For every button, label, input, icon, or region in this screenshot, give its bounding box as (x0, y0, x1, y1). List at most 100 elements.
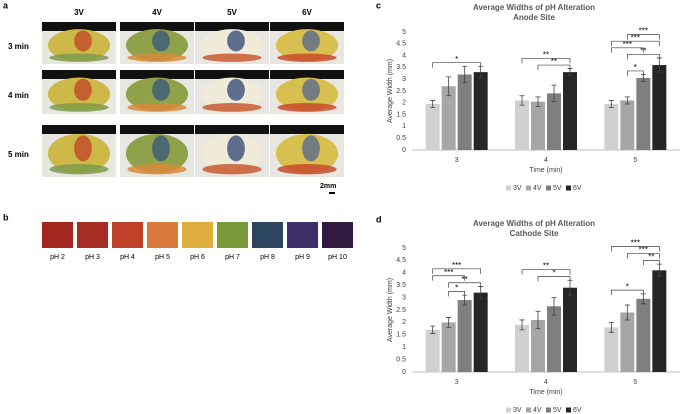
y-tick-label: 1.5 (396, 111, 406, 118)
error-bar (608, 322, 614, 333)
swatch-label: pH 3 (85, 254, 100, 261)
y-tick-label: 0.5 (396, 356, 406, 363)
legend-swatch (526, 407, 531, 413)
ph-swatch (77, 222, 108, 248)
y-tick-label: 1 (402, 123, 406, 130)
y-tick-label: 4 (402, 270, 406, 277)
y-tick-label: 5 (402, 245, 406, 252)
panel-label: a (3, 0, 9, 10)
column-header: 5V (227, 8, 237, 17)
significance-label: *** (623, 40, 632, 49)
y-tick-label: 0.5 (396, 135, 406, 142)
ph-swatch (252, 222, 283, 248)
legend-label: 6V (573, 185, 582, 192)
photo-stain (152, 78, 170, 101)
ph-swatch (322, 222, 353, 248)
significance-label: ** (648, 253, 654, 262)
significance-label: * (552, 269, 555, 278)
photo-stain (49, 164, 109, 175)
ph-swatch (182, 222, 213, 248)
legend-label: 4V (533, 407, 542, 414)
ph-swatch (112, 222, 143, 248)
bar (473, 72, 488, 150)
significance-bracket (432, 62, 482, 68)
y-tick-label: 4.5 (396, 41, 406, 48)
x-axis-label: Time (min) (529, 167, 562, 174)
photo-strip (120, 125, 194, 134)
photo-grid (42, 22, 344, 177)
bar (531, 319, 545, 372)
error-bar (519, 95, 525, 106)
row-label: 3 min (8, 42, 29, 51)
photo-stain (302, 30, 320, 52)
bar (604, 103, 619, 150)
photo-stain (152, 30, 170, 52)
swatch-label: pH 8 (260, 254, 275, 261)
error-bar (551, 297, 557, 316)
swatch-label: pH 9 (295, 254, 310, 261)
ph-swatch (147, 222, 178, 248)
error-bar (551, 84, 557, 103)
column-header: 4V (152, 8, 162, 17)
y-tick-label: 0 (402, 147, 406, 154)
ph-swatch (217, 222, 248, 248)
error-bar (624, 304, 630, 321)
significance-label: *** (444, 268, 453, 277)
legend-label: 5V (553, 407, 562, 414)
bar (425, 103, 440, 150)
y-tick-label: 0 (402, 369, 406, 376)
photo-stain (277, 164, 337, 175)
photo-strip (120, 70, 194, 79)
column-header: 3V (74, 8, 84, 17)
bar (457, 74, 472, 150)
x-tick-label: 3 (455, 379, 459, 386)
photo-stain (74, 30, 92, 52)
significance-bracket (432, 268, 482, 274)
significance-bracket (610, 246, 660, 252)
swatch-label: pH 4 (120, 254, 135, 261)
chart-title: Average Widths of pH Alteration (473, 219, 595, 228)
significance-label: *** (631, 33, 640, 42)
y-axis-label: Average Width (mm) (387, 59, 394, 123)
significance-bracket (432, 275, 466, 281)
photo-strip (270, 22, 344, 31)
error-bar (624, 96, 630, 105)
photo-strip (270, 70, 344, 79)
bar (425, 329, 440, 372)
significance-bracket (610, 40, 660, 47)
bar (636, 298, 651, 372)
y-tick-label: 1.5 (396, 332, 406, 339)
bar (515, 324, 529, 372)
photo-strip (42, 70, 116, 79)
photo-stain (127, 164, 187, 175)
significance-label: *** (639, 27, 648, 36)
error-bar (446, 317, 452, 328)
significance-bracket (448, 282, 482, 288)
significance-bracket (626, 253, 660, 259)
panel-label: b (3, 212, 9, 222)
error-bar (535, 96, 541, 107)
photo-stain (302, 135, 320, 162)
bar (563, 72, 577, 150)
significance-label: *** (452, 261, 461, 270)
scale-bar (329, 192, 335, 194)
column-header: 6V (302, 8, 312, 17)
bar (652, 270, 667, 372)
photo-strip (42, 22, 116, 31)
bar (620, 100, 635, 150)
bar (457, 300, 472, 372)
x-axis-label: Time (min) (529, 389, 562, 396)
error-bar (519, 319, 525, 331)
error-bar (430, 325, 436, 334)
photo-stain (127, 103, 187, 112)
significance-bracket (521, 269, 571, 275)
photo-strip (195, 22, 269, 31)
significance-label: ** (543, 51, 549, 60)
x-tick-label: 3 (455, 157, 459, 164)
legend-swatch (546, 407, 551, 413)
error-bar (446, 76, 452, 97)
photo-stain (127, 53, 187, 62)
photo-strip (42, 125, 116, 134)
significance-label: *** (631, 239, 640, 248)
error-bar (535, 310, 541, 329)
